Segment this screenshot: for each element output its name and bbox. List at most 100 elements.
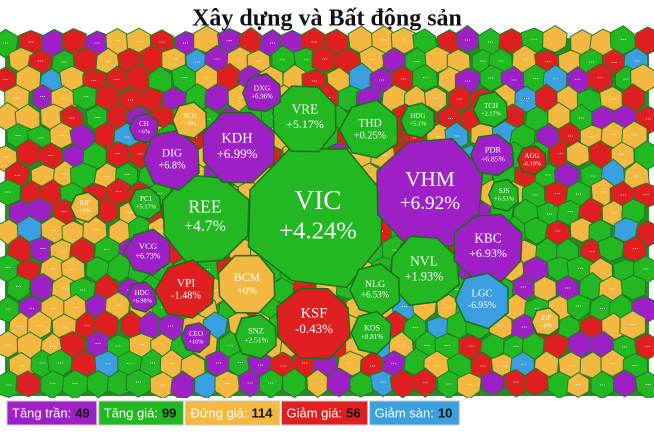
mosaic-label: ...: [434, 359, 440, 368]
mosaic-label: ...: [5, 302, 11, 311]
stock-change: +6.85%: [481, 154, 505, 163]
legend-count: 10: [438, 405, 452, 420]
stock-name: VPI: [177, 277, 196, 289]
mosaic-label: ...: [622, 341, 628, 350]
mosaic-label: ...: [465, 33, 471, 42]
mosaic-cell: [311, 46, 338, 73]
mosaic-label: ...: [633, 170, 639, 179]
mosaic-label: ...: [325, 91, 331, 100]
mosaic-cell: [544, 219, 572, 245]
mosaic-label: ...: [303, 53, 309, 62]
stock-change: +6.53%: [494, 195, 515, 202]
mosaic-label: ...: [400, 72, 406, 81]
mosaic-label: ...: [469, 340, 475, 349]
mosaic-label: ...: [534, 302, 540, 311]
mosaic-label: ...: [80, 283, 86, 292]
stock-change: +5.17%: [136, 203, 157, 210]
mosaic-label: ...: [513, 375, 519, 384]
mosaic-label: ...: [58, 357, 64, 366]
mosaic-label: ...: [401, 300, 407, 309]
mosaic-label: ...: [567, 205, 573, 214]
mosaic-label: ...: [214, 53, 220, 62]
stock-name: PDR: [485, 145, 502, 154]
mosaic-label: ...: [73, 301, 79, 310]
mosaic-label: ...: [532, 189, 538, 198]
mosaic-label: ...: [620, 33, 626, 42]
mosaic-label: ...: [631, 129, 637, 138]
mosaic-label: ...: [555, 225, 561, 234]
stock-cell: [128, 187, 162, 220]
stock-change: +0%: [540, 322, 553, 329]
stock-name: VHM: [405, 167, 455, 191]
mosaic-cell: [634, 26, 654, 55]
mosaic-label: ...: [115, 299, 121, 308]
mosaic-label: ...: [72, 377, 78, 386]
stock-name: KDH: [221, 130, 252, 146]
mosaic-label: ...: [575, 73, 581, 82]
mosaic-label: ...: [39, 357, 45, 366]
mosaic-label: ...: [3, 37, 9, 46]
mosaic-label: ...: [50, 340, 56, 349]
stock-cell: [454, 272, 509, 330]
mosaic-cell: [600, 348, 626, 378]
legend-count: 49: [75, 405, 89, 420]
mosaic-label: ...: [126, 357, 132, 366]
chart-title: Xây dựng và Bất động sản: [192, 6, 462, 32]
mosaic-label: ...: [524, 92, 530, 101]
mosaic-label: ...: [378, 74, 384, 83]
mosaic-label: ...: [37, 55, 43, 64]
mosaic-label: ...: [28, 35, 34, 44]
stock-cell: [516, 144, 547, 175]
mosaic-label: ...: [14, 91, 20, 100]
legend-box: [184, 400, 281, 426]
stock-name: DXG: [254, 84, 271, 93]
mosaic-label: ...: [160, 378, 166, 387]
stock-change: +1.93%: [405, 269, 444, 283]
stock-change: +2.51%: [244, 335, 268, 344]
mosaic-label: ...: [611, 56, 617, 65]
mosaic-label: ...: [50, 224, 56, 233]
mosaic-label: ...: [128, 94, 134, 103]
mosaic-label: ...: [511, 73, 517, 82]
mosaic-label: ...: [5, 261, 11, 270]
mosaic-label: ...: [18, 359, 24, 368]
mosaic-label: ...: [568, 359, 574, 368]
legend-name: Giảm sàn:: [375, 405, 434, 420]
legend-count: 99: [162, 405, 176, 420]
mosaic-label: ...: [392, 243, 398, 252]
stock-cell: [530, 307, 560, 337]
mosaic-label: ...: [600, 302, 606, 311]
stock-name: HDG: [410, 112, 425, 120]
mosaic-cell: [326, 367, 353, 398]
mosaic-label: ...: [578, 262, 584, 271]
mosaic-label: ...: [94, 36, 100, 45]
mosaic-label: ...: [226, 34, 232, 43]
mosaic-label: ...: [61, 321, 67, 330]
mosaic-label: ...: [369, 53, 375, 62]
mosaic-cell: [105, 177, 132, 206]
mosaic-label: ...: [533, 72, 539, 81]
legend-item: Đứng giá: 114: [184, 400, 281, 426]
mosaic-label: ...: [623, 72, 629, 81]
stock-change: -6.95%: [468, 300, 496, 311]
mosaic-label: ...: [280, 360, 286, 369]
stock-change: +6.73%: [136, 252, 161, 261]
mosaic-label: ...: [589, 245, 595, 254]
legend: Tăng trần: 49 Tăng giá: 99 Đứng giá: 114 Giảm …: [0, 398, 654, 434]
mosaic-label: ...: [399, 340, 405, 349]
stock-name: NLG: [365, 279, 385, 290]
mosaic-label: ...: [172, 53, 178, 62]
mosaic-label: ...: [84, 319, 90, 328]
mosaic-label: ...: [127, 284, 133, 293]
mosaic-label: ...: [95, 337, 101, 346]
mosaic-label: ...: [158, 225, 164, 234]
stock-name: REE: [189, 196, 222, 216]
mosaic-label: ...: [480, 54, 486, 63]
stock-cell: [142, 129, 200, 192]
mosaic-label: ...: [270, 37, 276, 46]
mosaic-label: ...: [611, 207, 617, 216]
mosaic-label: ...: [554, 187, 560, 196]
mosaic-label: ...: [192, 318, 198, 327]
mosaic-label: ...: [610, 357, 616, 366]
